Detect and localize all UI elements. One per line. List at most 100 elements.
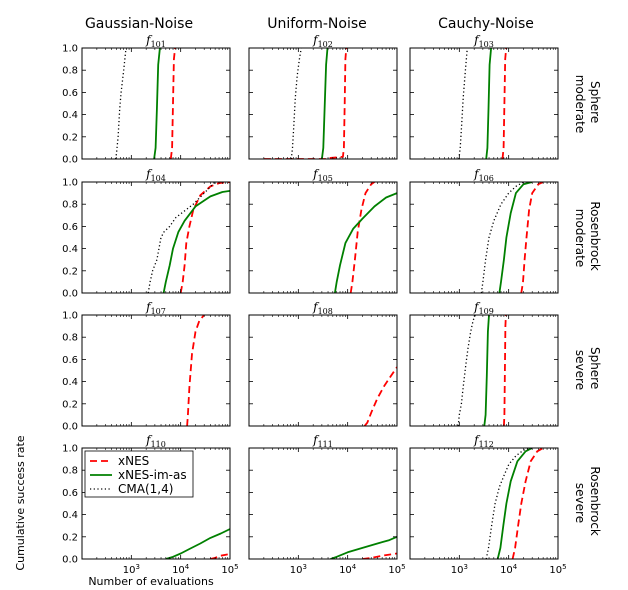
- series-line-cma-1-4-: [458, 48, 468, 159]
- panel-f108: f108: [248, 300, 398, 427]
- curves: [165, 528, 230, 559]
- y-tick-label: 0.6: [62, 88, 78, 99]
- panel-title-letter: f: [473, 433, 481, 447]
- x-axis-label: Number of evaluations: [88, 575, 214, 588]
- series-line-xnes: [503, 315, 507, 426]
- series-line-xnes: [511, 448, 544, 559]
- x-tick-exponent: 3: [302, 563, 306, 571]
- panel-title: f101: [145, 33, 166, 49]
- x-tick-exponent: 5: [562, 563, 566, 571]
- column-title-gaussian: Gaussian-Noise: [85, 16, 193, 32]
- series-line-cma-1-4-: [480, 182, 524, 293]
- x-tick-base: 10: [221, 565, 234, 576]
- panel-title-letter: f: [312, 33, 320, 47]
- series-line-xnes: [210, 553, 230, 559]
- series-line-xnes: [349, 182, 375, 293]
- panel-title-subscript: 102: [318, 40, 333, 49]
- row-label-line-2: severe: [573, 350, 587, 390]
- legend-label: xNES: [118, 454, 149, 468]
- y-tick-label: 0.2: [62, 132, 78, 143]
- x-tick-label: 105: [549, 563, 566, 576]
- series-line-xnes: [179, 182, 230, 293]
- plot-frame: [81, 181, 231, 294]
- curves: [330, 535, 397, 559]
- series-line-xnes: [362, 552, 397, 559]
- panel-title-letter: f: [473, 33, 481, 47]
- curves: [480, 182, 544, 293]
- y-tick-label: 0.0: [62, 289, 78, 300]
- y-tick-label: 1.0: [62, 444, 78, 455]
- legend-label: CMA(1,4): [118, 482, 173, 496]
- series-line-xnes-im-as: [153, 48, 161, 159]
- row-label-line-2: moderate: [573, 75, 587, 133]
- y-tick-label: 1.0: [62, 311, 78, 322]
- panel-title-letter: f: [145, 300, 153, 314]
- series-line-xnes: [263, 48, 348, 159]
- x-tick-label: 104: [339, 563, 357, 576]
- x-tick-label: 105: [388, 563, 405, 576]
- panel-title: f112: [473, 433, 494, 449]
- x-tick-label: 103: [451, 563, 468, 576]
- y-tick-label: 0.2: [62, 399, 78, 410]
- series-line-xnes-im-as: [483, 315, 490, 426]
- row-label-line-1: Rosenbrock: [588, 466, 602, 536]
- curves: [114, 48, 176, 159]
- panel-title-subscript: 101: [151, 40, 166, 49]
- panel-title: f106: [473, 167, 494, 183]
- x-tick-base: 10: [123, 565, 136, 576]
- x-tick-label: 104: [172, 563, 190, 576]
- series-line-xnes-im-as: [334, 192, 397, 293]
- row-label-line-1: Sphere: [588, 81, 602, 123]
- panel-title: f109: [473, 300, 494, 316]
- panel-title-letter: f: [312, 433, 320, 447]
- x-tick-base: 10: [290, 565, 303, 576]
- series-line-xnes-im-as: [165, 528, 230, 559]
- plot-frame: [409, 314, 559, 427]
- curves: [186, 315, 205, 426]
- x-tick-label: 104: [500, 563, 518, 576]
- panel-title-subscript: 106: [479, 174, 494, 183]
- panel-title-subscript: 109: [479, 307, 494, 316]
- panel-title-letter: f: [312, 167, 320, 181]
- plot-frame: [409, 447, 559, 560]
- panel-title: f108: [312, 300, 333, 316]
- x-tick-base: 10: [172, 565, 185, 576]
- x-tick-label: 103: [290, 563, 307, 576]
- x-tick-base: 10: [451, 565, 464, 576]
- x-tick-base: 10: [339, 565, 352, 576]
- y-tick-label: 0.2: [62, 532, 78, 543]
- x-tick-exponent: 3: [135, 563, 139, 571]
- panel-title-letter: f: [473, 167, 481, 181]
- plot-frame: [81, 447, 231, 560]
- row-label-line-1: Rosenbrock: [588, 201, 602, 271]
- x-tick-base: 10: [388, 565, 401, 576]
- row-label-sphere-moderate: Sphere moderate: [573, 75, 602, 133]
- series-line-xnes-im-as: [321, 48, 329, 159]
- curves: [334, 182, 397, 293]
- panel-f107: f107 0.0 0.2 0.4 0.6 0.8 1.0: [62, 300, 231, 433]
- series-line-xnes-im-as: [496, 448, 533, 559]
- panel-f104: f104 0.0 0.2 0.4 0.6 0.8 1.0: [62, 167, 231, 300]
- panel-f103: f103: [409, 33, 559, 160]
- panel-title-letter: f: [312, 300, 320, 314]
- series-line-xnes: [501, 48, 508, 159]
- y-tick-label: 0.4: [62, 244, 78, 255]
- plot-frame: [81, 47, 231, 160]
- y-tick-label: 0.4: [62, 510, 78, 521]
- x-tick-label: 105: [221, 563, 238, 576]
- x-tick-exponent: 5: [234, 563, 238, 571]
- panel-title: f102: [312, 33, 333, 49]
- plot-frame: [409, 47, 559, 160]
- panel-title: f104: [145, 167, 166, 183]
- row-label-sphere-severe: Sphere severe: [573, 347, 602, 393]
- panel-title-letter: f: [473, 300, 481, 314]
- panel-f109: f109: [409, 300, 559, 427]
- series-line-cma-1-4-: [147, 182, 216, 293]
- panel-title-subscript: 108: [318, 307, 333, 316]
- y-tick-label: 1.0: [62, 44, 78, 55]
